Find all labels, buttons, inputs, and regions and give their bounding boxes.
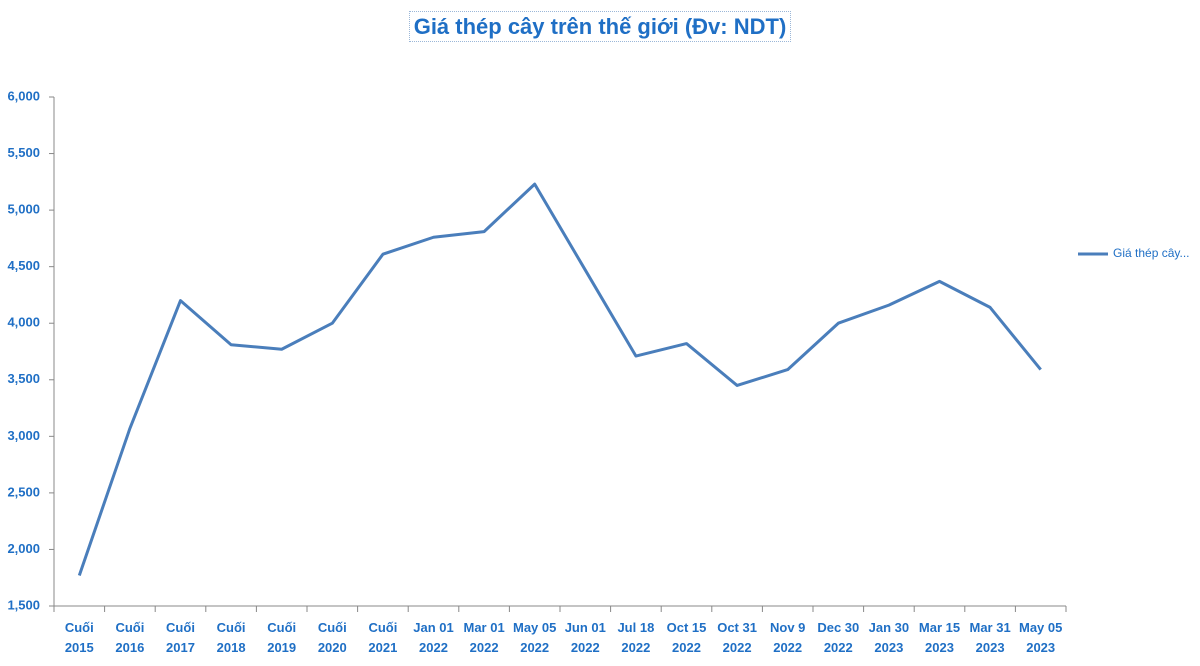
chart-title: Giá thép cây trên thế giới (Đv: NDT) xyxy=(408,11,792,42)
x-tick-label: Cuối 2020 xyxy=(317,620,347,655)
y-tick-label: 2,500 xyxy=(7,484,40,499)
y-tick-label: 6,000 xyxy=(7,88,40,103)
line-series xyxy=(77,182,1042,576)
x-tick-label: Jan 01 2022 xyxy=(413,620,454,655)
x-tick-label: Jun 01 2022 xyxy=(564,620,606,655)
x-tick-label: Mar 31 2023 xyxy=(969,620,1011,655)
x-tick-label: Cuối 2019 xyxy=(267,620,297,655)
title-box: Giá thép cây trên thế giới (Đv: NDT) xyxy=(0,11,1200,42)
y-tick-label: 3,500 xyxy=(7,371,40,386)
y-tick-label: 4,500 xyxy=(7,258,40,273)
x-tick-label: Dec 30 2022 xyxy=(817,620,860,655)
x-tick-label: Oct 31 2022 xyxy=(717,620,757,655)
x-tick-label: Jul 18 2022 xyxy=(617,620,655,655)
x-tick-label: Cuối 2015 xyxy=(64,620,94,655)
x-tick-label: Mar 15 2023 xyxy=(918,620,961,655)
x-tick-label: Mar 01 2022 xyxy=(463,620,505,655)
y-tick-label: 2,000 xyxy=(7,541,40,556)
y-tick-label: 5,500 xyxy=(7,145,40,160)
x-tick-label: Cuối 2016 xyxy=(115,620,145,655)
y-tick-label: 1,500 xyxy=(7,597,40,612)
x-tick-label: Nov 9 2022 xyxy=(769,620,806,655)
y-tick-label: 4,000 xyxy=(7,315,40,330)
x-tick-label: Oct 15 2022 xyxy=(666,620,707,655)
x-tick-label: Cuối 2021 xyxy=(368,620,398,655)
y-tick-label: 5,000 xyxy=(7,202,40,217)
x-tick-label: Jan 30 2023 xyxy=(868,620,910,655)
x-tick-label: Cuối 2017 xyxy=(166,620,195,655)
x-tick-label: Cuối 2018 xyxy=(216,620,246,655)
x-tick-label: May 05 2022 xyxy=(513,620,557,655)
legend-label: Giá thép cây... xyxy=(1113,246,1189,260)
x-tick-label: May 05 2023 xyxy=(1019,620,1063,655)
y-tick-label: 3,000 xyxy=(7,428,40,443)
